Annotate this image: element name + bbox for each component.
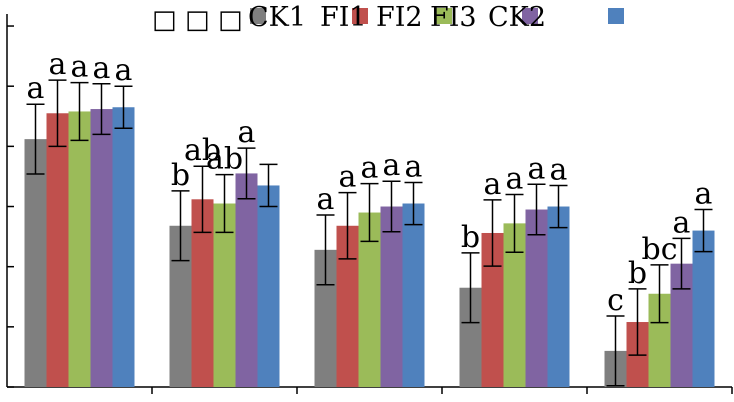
legend-glyph-2: □ xyxy=(185,5,210,35)
bar-fi3-4 xyxy=(525,209,548,387)
significance-letter: ab xyxy=(206,142,243,177)
legend-swatch-ck1 xyxy=(250,8,266,24)
significance-letter: a xyxy=(383,148,401,183)
significance-letter: a xyxy=(484,167,502,202)
bar-ck2-1 xyxy=(112,107,135,387)
legend-label-ck2: CK2 xyxy=(488,2,546,33)
significance-letter: b xyxy=(628,256,647,291)
legend-swatch-fi2 xyxy=(436,8,452,24)
bar-fi2-4 xyxy=(503,223,526,387)
significance-letter: bc xyxy=(641,232,677,267)
bar-ck2-3 xyxy=(402,203,425,387)
bar-fi2-3 xyxy=(358,212,381,387)
legend-label-fi2: FI2 xyxy=(376,2,423,33)
bar-fi2-2 xyxy=(213,203,236,387)
significance-letter: a xyxy=(115,53,133,88)
legend-label-fi1: FI1 xyxy=(320,2,367,33)
bar-fi1-3 xyxy=(336,225,359,387)
significance-letter: ab xyxy=(184,133,221,168)
significance-letter: c xyxy=(607,283,624,318)
significance-letter: a xyxy=(71,50,89,85)
bar-fi2-1 xyxy=(68,111,91,387)
bar-fi1-2 xyxy=(191,199,214,387)
significance-letter: a xyxy=(528,151,546,186)
legend-label-ck1: CK1 xyxy=(248,2,306,33)
chart-legend: □ □ □ CK1 FI1 FI2 FI3 CK2 xyxy=(152,2,624,35)
significance-letter: a xyxy=(27,71,45,106)
chart-bars xyxy=(24,107,715,388)
legend-swatch-ck2 xyxy=(608,8,624,24)
bar-fi2-5 xyxy=(648,293,671,387)
bar-fi3-2 xyxy=(235,173,258,387)
bar-fi1-1 xyxy=(46,113,69,388)
bar-ck1-2 xyxy=(169,225,192,387)
significance-letter: a xyxy=(405,149,423,184)
significance-letter: a xyxy=(49,47,67,82)
bar-fi3-5 xyxy=(670,263,693,387)
bar-ck1-4 xyxy=(459,287,482,387)
significance-letter: a xyxy=(506,161,524,196)
significance-letter: a xyxy=(361,151,379,186)
significance-letter: a xyxy=(339,160,357,195)
bar-ck2-5 xyxy=(692,230,715,387)
bar-fi3-3 xyxy=(380,206,403,387)
significance-letter: a xyxy=(238,115,256,150)
legend-swatch-fi3 xyxy=(522,8,538,24)
significance-letter: b xyxy=(171,158,190,193)
significance-letter: a xyxy=(550,152,568,187)
significance-letter: b xyxy=(461,220,480,255)
significance-letter: a xyxy=(695,177,713,212)
significance-letter: a xyxy=(93,51,111,86)
chart-error-bars xyxy=(26,79,713,387)
bar-ck2-2 xyxy=(257,185,280,387)
legend-label-fi3: FI3 xyxy=(430,2,477,33)
legend-glyph-1: □ xyxy=(152,5,177,35)
significance-letter: a xyxy=(673,205,691,240)
legend-swatch-fi1 xyxy=(352,8,368,24)
bar-fi3-1 xyxy=(90,109,113,387)
bar-ck1-1 xyxy=(24,139,47,387)
legend-glyph-3: □ xyxy=(218,5,243,35)
significance-letter: a xyxy=(317,182,335,217)
bar-ck2-4 xyxy=(547,206,570,387)
bar-fi1-4 xyxy=(481,232,504,387)
